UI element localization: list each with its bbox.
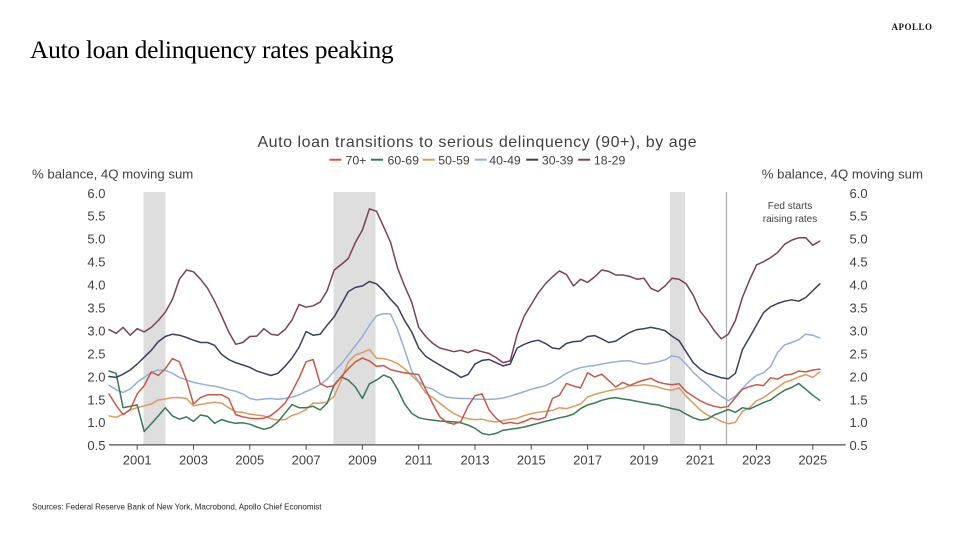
svg-text:70+: 70+ [346, 154, 367, 168]
svg-text:2.5: 2.5 [87, 346, 105, 361]
svg-text:2003: 2003 [179, 453, 208, 468]
svg-text:2007: 2007 [292, 453, 321, 468]
svg-text:2.5: 2.5 [850, 346, 868, 361]
svg-text:Fed starts: Fed starts [768, 201, 812, 212]
svg-text:60-69: 60-69 [388, 154, 420, 168]
svg-text:2.0: 2.0 [87, 369, 105, 384]
svg-text:2017: 2017 [573, 453, 602, 468]
svg-text:2.0: 2.0 [850, 369, 868, 384]
svg-text:2001: 2001 [123, 453, 152, 468]
svg-text:5.5: 5.5 [87, 209, 105, 224]
svg-text:raising rates: raising rates [763, 214, 817, 225]
svg-text:Auto loan transitions to serio: Auto loan transitions to serious delinqu… [257, 134, 697, 151]
svg-text:4.5: 4.5 [850, 255, 868, 270]
svg-text:30-39: 30-39 [542, 154, 574, 168]
svg-text:2005: 2005 [235, 453, 264, 468]
svg-text:0.5: 0.5 [850, 438, 868, 453]
svg-text:2013: 2013 [461, 453, 490, 468]
svg-text:2023: 2023 [742, 453, 771, 468]
svg-text:2021: 2021 [686, 453, 715, 468]
svg-text:2009: 2009 [348, 453, 377, 468]
svg-text:% balance, 4Q moving sum: % balance, 4Q moving sum [32, 167, 193, 182]
svg-text:3.0: 3.0 [850, 323, 868, 338]
svg-text:1.5: 1.5 [850, 392, 868, 407]
svg-text:4.5: 4.5 [87, 255, 105, 270]
svg-text:6.0: 6.0 [87, 186, 105, 201]
svg-text:2019: 2019 [629, 453, 658, 468]
svg-text:0.5: 0.5 [87, 438, 105, 453]
svg-text:4.0: 4.0 [850, 278, 868, 293]
svg-text:APOLLO: APOLLO [892, 22, 933, 32]
svg-text:% balance, 4Q moving sum: % balance, 4Q moving sum [762, 167, 923, 182]
svg-text:50-59: 50-59 [438, 154, 470, 168]
svg-text:3.5: 3.5 [850, 301, 868, 316]
svg-text:2011: 2011 [405, 453, 433, 468]
svg-text:3.0: 3.0 [87, 323, 105, 338]
svg-text:4.0: 4.0 [87, 278, 105, 293]
svg-text:Auto loan delinquency rates pe: Auto loan delinquency rates peaking [30, 35, 394, 64]
svg-text:5.0: 5.0 [850, 232, 868, 247]
svg-text:1.0: 1.0 [850, 415, 868, 430]
svg-text:1.0: 1.0 [87, 415, 105, 430]
svg-text:18-29: 18-29 [594, 154, 626, 168]
svg-text:6.0: 6.0 [850, 186, 868, 201]
svg-text:Sources: Federal Reserve Bank: Sources: Federal Reserve Bank of New Yor… [32, 503, 322, 512]
svg-text:1.5: 1.5 [87, 392, 105, 407]
svg-text:2025: 2025 [798, 453, 827, 468]
svg-text:3.5: 3.5 [87, 301, 105, 316]
svg-text:40-49: 40-49 [489, 154, 521, 168]
svg-text:5.0: 5.0 [87, 232, 105, 247]
svg-text:2015: 2015 [517, 453, 546, 468]
svg-text:5.5: 5.5 [850, 209, 868, 224]
